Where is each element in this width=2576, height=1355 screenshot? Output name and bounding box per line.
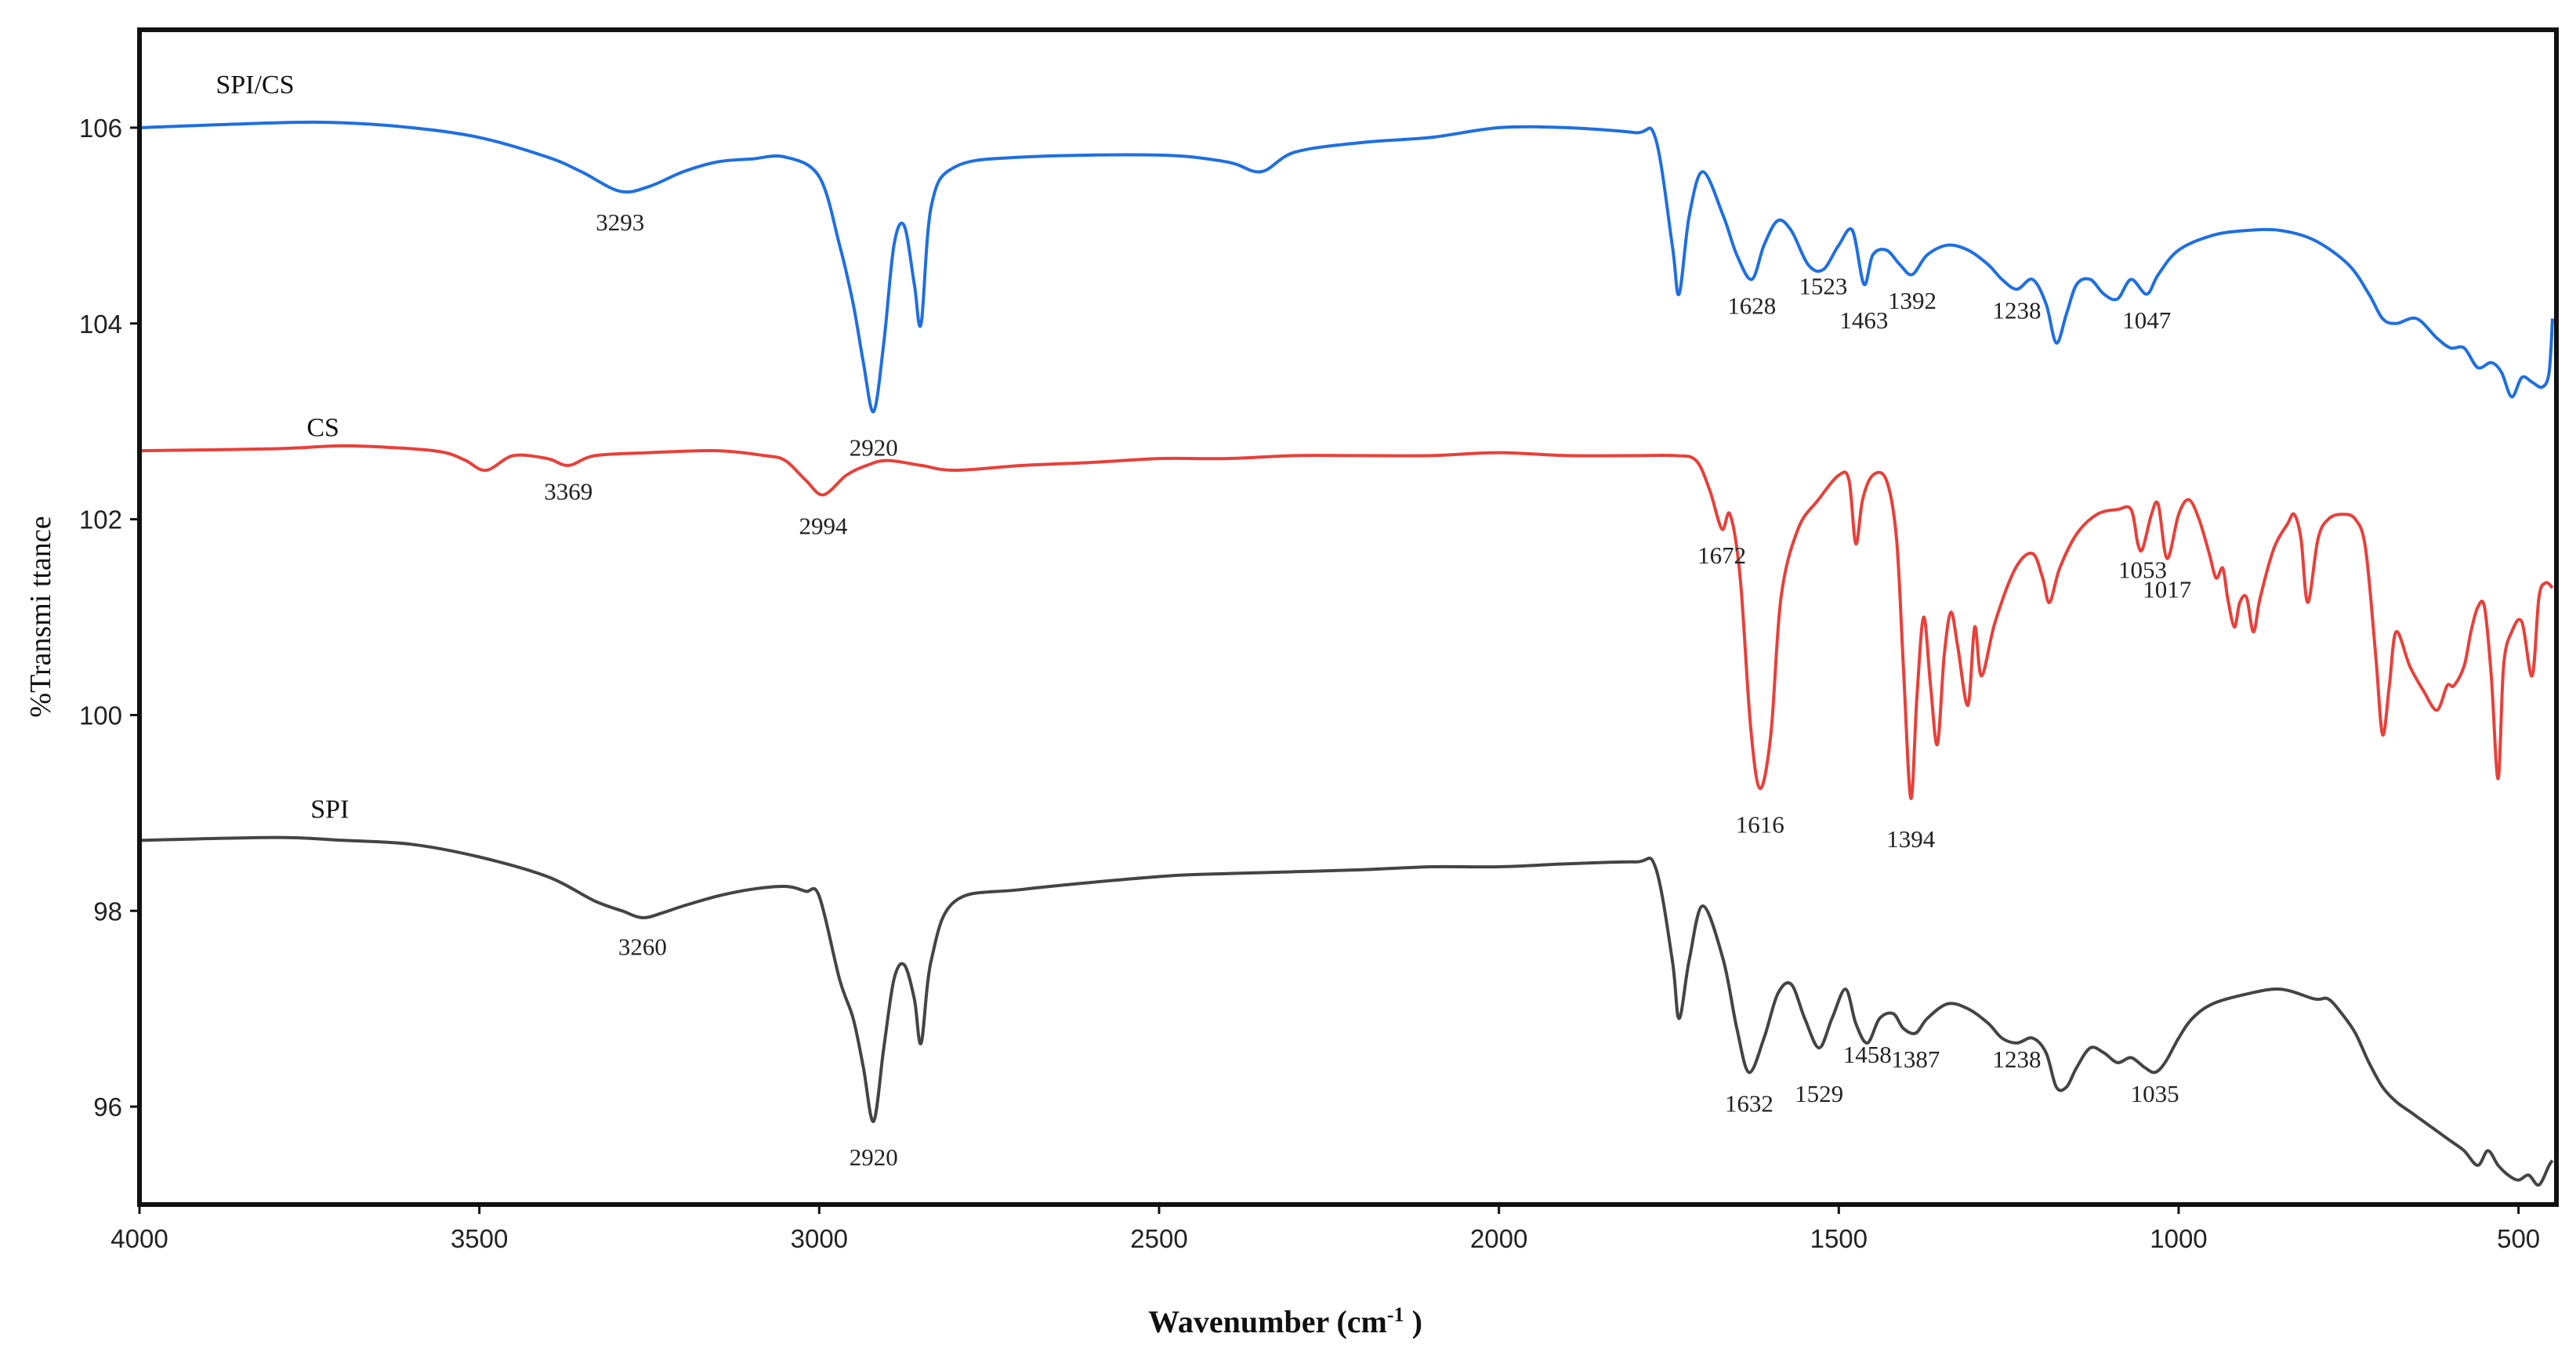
- x-tick-label: 2500: [1130, 1224, 1187, 1253]
- peak-label: 1053: [2118, 556, 2167, 584]
- x-axis-title-close: ): [1404, 1304, 1422, 1339]
- y-tick-label: 102: [79, 505, 122, 534]
- series-curves: [139, 120, 2554, 1187]
- peak-label: 1672: [1697, 542, 1746, 569]
- peak-label: 1463: [1839, 306, 1888, 334]
- x-tick-label: 500: [2497, 1224, 2540, 1253]
- peak-label: 1616: [1736, 810, 1784, 838]
- peak-label: 1632: [1725, 1089, 1773, 1117]
- y-tick-label: 100: [79, 701, 122, 730]
- x-tick-label: 1500: [1810, 1224, 1868, 1253]
- peak-label: 1238: [1993, 1045, 2042, 1073]
- series-line-spi-cs: [139, 120, 2554, 414]
- peak-label: 2994: [799, 512, 849, 539]
- peak-label: 1035: [2131, 1080, 2179, 1107]
- plot-frame: [137, 27, 2559, 1207]
- series-line-cs: [139, 444, 2554, 800]
- peak-label: 1047: [2122, 306, 2171, 334]
- x-tick-label: 1000: [2150, 1224, 2207, 1253]
- series-label: CS: [306, 413, 339, 442]
- peak-label: 3369: [544, 478, 592, 505]
- series-label: SPI: [310, 795, 349, 824]
- x-tick-label: 4000: [111, 1224, 168, 1253]
- peak-label: 1017: [2143, 576, 2191, 603]
- series-line-spi: [139, 835, 2554, 1187]
- peak-label: 1392: [1888, 287, 1937, 314]
- y-tick-label: 106: [79, 114, 122, 143]
- x-axis-title-sup: -1: [1387, 1303, 1404, 1326]
- series-label: SPI/CS: [216, 71, 294, 100]
- axis-ticks: 4000 3500 3000 2500 2000 1500 1000 500 96 98 100 10…: [79, 114, 2540, 1253]
- y-tick-label: 98: [93, 897, 122, 926]
- peak-label: 1394: [1886, 825, 1936, 853]
- x-tick-label: 2000: [1470, 1224, 1527, 1253]
- x-tick-label: 3500: [451, 1224, 508, 1253]
- peak-label: 3260: [618, 933, 667, 960]
- peak-label: 2920: [850, 1143, 898, 1171]
- peak-label: 1529: [1795, 1080, 1843, 1107]
- peak-label: 1387: [1891, 1045, 1940, 1073]
- peak-label: 3293: [596, 208, 644, 236]
- y-axis-title: %Transmi ttance: [24, 516, 57, 717]
- y-tick-label: 96: [93, 1092, 122, 1121]
- y-tick-label: 104: [79, 310, 122, 339]
- peak-label: 1523: [1799, 272, 1847, 299]
- x-axis-title-main: Wavenumber (cm: [1148, 1304, 1387, 1339]
- peak-label: 1238: [1993, 297, 2042, 324]
- x-tick-label: 3000: [791, 1224, 848, 1253]
- x-axis-title: Wavenumber (cm-1 ): [1148, 1303, 1422, 1339]
- peak-label: 1458: [1843, 1041, 1892, 1068]
- peak-label: 1628: [1727, 292, 1776, 319]
- peak-label: 2920: [850, 433, 898, 461]
